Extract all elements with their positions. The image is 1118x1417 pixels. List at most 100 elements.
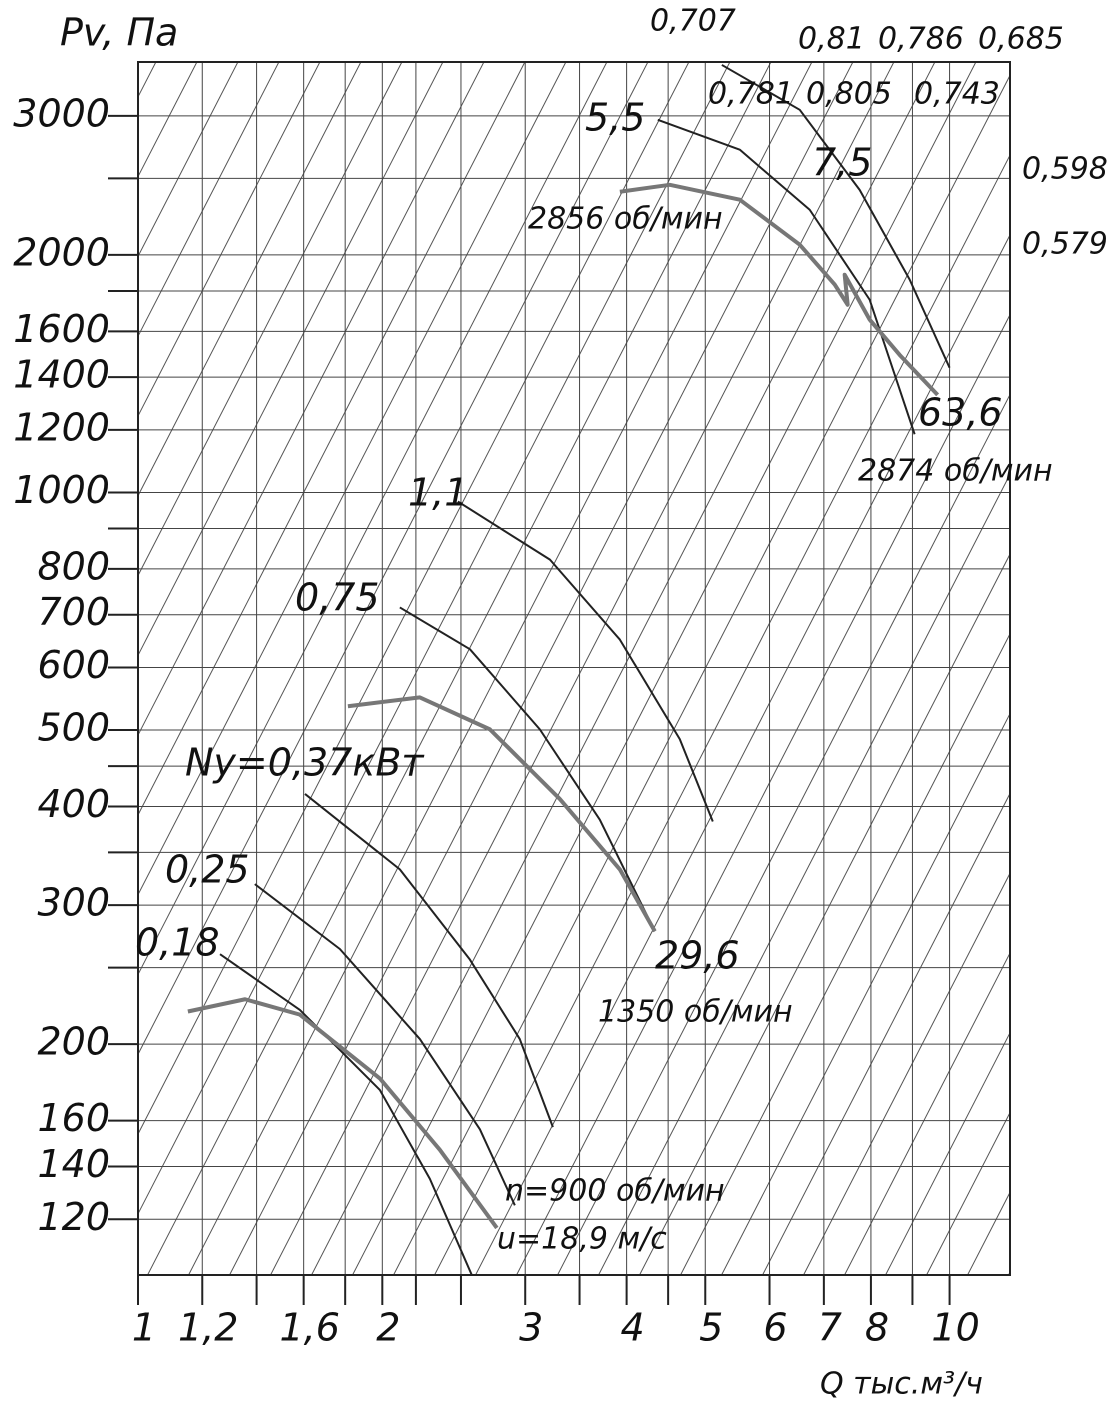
x-tick-label: 10 <box>931 1306 979 1350</box>
velocity-line <box>515 313 1010 1275</box>
curve-label: Ny=0,37кВт <box>185 741 425 785</box>
velocity-line <box>351 62 977 1275</box>
velocity-line <box>310 62 936 1275</box>
velocity-line <box>228 62 854 1275</box>
velocity-line <box>138 62 280 338</box>
y-tick-label: 1400 <box>13 353 110 397</box>
velocity-line <box>146 62 772 1275</box>
x-tick-label: 4 <box>621 1306 645 1350</box>
curves <box>187 64 951 1276</box>
y-tick-label: 120 <box>37 1195 110 1239</box>
y-tick-label: 1200 <box>13 405 110 449</box>
velocity-line <box>138 62 198 178</box>
annotation: 2874 об/мин <box>858 454 1053 489</box>
curve <box>347 695 657 933</box>
curve <box>219 953 473 1276</box>
velocity-line <box>138 62 239 258</box>
y-tick-label: 140 <box>37 1142 110 1186</box>
annotation: 2856 об/мин <box>528 202 723 237</box>
annotation: 0,805 <box>806 77 892 112</box>
curve <box>304 793 554 1128</box>
velocity-line <box>843 951 1010 1275</box>
velocity-line <box>187 62 813 1275</box>
annotation: 0,579 <box>1022 227 1108 262</box>
annotation: 29,6 <box>655 934 740 978</box>
curve <box>657 118 916 435</box>
velocity-line <box>138 62 649 1056</box>
annotation: 0,781 <box>708 77 794 112</box>
annotation: 0,743 <box>914 77 1000 112</box>
y-tick-label: 600 <box>37 643 110 687</box>
x-tick-label: 5 <box>699 1306 723 1350</box>
velocity-line <box>761 792 1010 1275</box>
x-tick-label: 1 <box>132 1306 156 1350</box>
y-tick-label: 800 <box>37 544 110 588</box>
y-tick-label: 160 <box>37 1096 110 1140</box>
curve <box>254 883 516 1206</box>
y-tick-label: 200 <box>37 1020 110 1064</box>
x-tick-label: 1,6 <box>279 1306 339 1350</box>
curve-label: 0,18 <box>135 921 220 965</box>
x-tick-label: 8 <box>865 1306 889 1350</box>
annotation: n=900 об/мин <box>505 1174 725 1209</box>
annotation: 0,81 <box>798 22 865 57</box>
annotation: 1350 об/мин <box>598 995 793 1030</box>
velocity-line <box>925 1111 1010 1275</box>
curve <box>457 500 714 822</box>
velocity-line <box>433 154 1010 1275</box>
velocity-line <box>1029 0 1118 1315</box>
annotation: u=18,9 м/с <box>497 1222 667 1257</box>
curve-label: 1,1 <box>408 471 468 515</box>
annotation: 0,786 <box>878 22 964 57</box>
velocity-line <box>884 1031 1010 1275</box>
velocity-lines <box>0 0 1118 1315</box>
curve-label: 0,75 <box>295 576 380 620</box>
x-tick-label: 7 <box>818 1306 842 1350</box>
y-tick-label: 2000 <box>13 230 110 274</box>
velocity-line <box>720 712 1010 1275</box>
velocity-line <box>138 62 690 1136</box>
annotation: 63,6 <box>918 391 1003 435</box>
velocity-line <box>597 473 1010 1275</box>
velocity-line <box>679 632 1010 1275</box>
annotation: 0,598 <box>1022 152 1108 187</box>
curve-label: 7,5 <box>812 141 872 185</box>
velocity-line <box>638 553 1010 1275</box>
curve <box>619 182 940 397</box>
curve-label: 5,5 <box>585 96 645 140</box>
velocity-line <box>0 0 26 1315</box>
y-tick-label: 400 <box>37 782 110 826</box>
y-tick-label: 3000 <box>13 91 110 135</box>
curve-label: 0,25 <box>165 848 250 892</box>
y-tick-label: 1000 <box>13 468 110 512</box>
velocity-line <box>138 62 731 1215</box>
velocity-line <box>138 62 321 418</box>
velocity-line <box>269 62 895 1275</box>
curve <box>399 606 656 932</box>
velocity-line <box>138 62 362 497</box>
annotation: 0,685 <box>978 22 1064 57</box>
annotation: 0,707 <box>650 4 736 39</box>
curve <box>721 64 951 369</box>
y-axis-label: Pv, Па <box>60 11 178 55</box>
plot-frame <box>137 61 1011 1276</box>
y-tick-label: 500 <box>37 706 110 750</box>
x-tick-label: 2 <box>376 1306 400 1350</box>
y-tick-label: 700 <box>37 590 110 634</box>
velocity-line <box>556 393 1010 1275</box>
x-tick-label: 3 <box>519 1306 543 1350</box>
velocity-line <box>802 872 1010 1275</box>
velocity-line <box>474 233 1010 1275</box>
x-tick-label: 6 <box>763 1306 787 1350</box>
grid: 1201401602003004005006007008001000120014… <box>13 62 1010 1350</box>
x-tick-label: 1,2 <box>178 1306 238 1350</box>
velocity-line <box>138 62 157 98</box>
y-tick-label: 1600 <box>13 307 110 351</box>
velocity-line <box>138 62 403 577</box>
x-axis-label: Q тыс.м³/ч <box>820 1367 983 1402</box>
velocity-line <box>1070 0 1118 1315</box>
velocity-line <box>966 1191 1010 1275</box>
curve <box>187 997 499 1230</box>
y-tick-label: 300 <box>37 881 110 925</box>
